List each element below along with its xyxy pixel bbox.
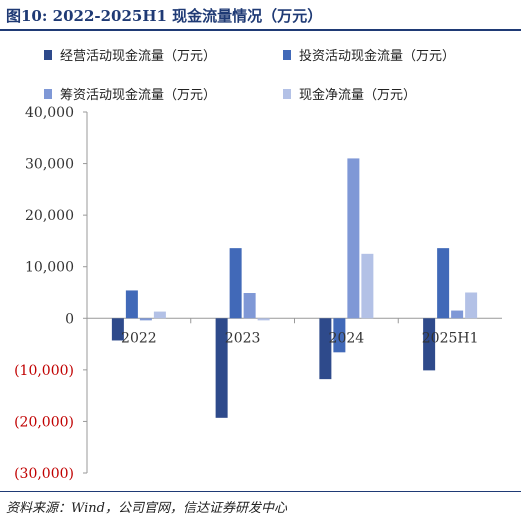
x-tick-label: 2023 bbox=[225, 330, 261, 346]
y-tick-label: (30,000) bbox=[14, 466, 74, 482]
x-tick-label: 2025H1 bbox=[422, 330, 479, 346]
x-axis-labels: 2022 2023 2024 2025H1 bbox=[121, 330, 478, 346]
bar bbox=[111, 318, 124, 341]
legend-label: 现金净流量（万元） bbox=[299, 87, 416, 103]
axes: 40,000 30,000 20,000 10,000 0 (10,000) (20,000… bbox=[14, 105, 502, 482]
legend-label: 经营活动现金流量（万元） bbox=[60, 48, 216, 64]
y-tick-label: 20,000 bbox=[25, 208, 74, 224]
bar bbox=[257, 318, 270, 321]
legend-label: 筹资活动现金流量（万元） bbox=[60, 87, 216, 103]
y-tick-label: 30,000 bbox=[25, 157, 74, 173]
footer-divider bbox=[0, 491, 521, 492]
y-tick-label: (10,000) bbox=[14, 363, 74, 379]
x-tick-label: 2022 bbox=[121, 330, 157, 346]
bar bbox=[229, 248, 242, 319]
bar bbox=[465, 292, 478, 319]
legend-swatch bbox=[44, 50, 52, 60]
bar bbox=[451, 310, 464, 319]
bar bbox=[125, 290, 138, 319]
y-tick-label: 40,000 bbox=[25, 105, 74, 121]
cash-flow-chart: 经营活动现金流量（万元） 投资活动现金流量（万元） 筹资活动现金流量（万元） 现金净流… bbox=[14, 48, 502, 482]
bar bbox=[361, 253, 374, 319]
bar bbox=[437, 248, 450, 319]
bar bbox=[423, 318, 436, 371]
bar bbox=[243, 293, 256, 319]
bar bbox=[333, 318, 346, 353]
legend-label: 投资活动现金流量（万元） bbox=[299, 48, 455, 64]
legend-swatch bbox=[283, 89, 291, 99]
title-divider bbox=[0, 29, 521, 31]
bar bbox=[215, 318, 228, 418]
source-note: 资料来源：Wind，公司官网，信达证券研发中心 bbox=[6, 501, 287, 516]
bars bbox=[111, 158, 478, 418]
y-tick-label: 10,000 bbox=[25, 260, 74, 276]
x-tick-label: 2024 bbox=[329, 330, 365, 346]
bar bbox=[139, 318, 152, 321]
legend-swatch bbox=[44, 89, 52, 99]
title-bar: 图10: 2022-2025H1 现金流量情况（万元） bbox=[0, 0, 521, 32]
legend-swatch bbox=[283, 50, 291, 60]
y-tick-label: 0 bbox=[65, 311, 74, 327]
legend: 经营活动现金流量（万元） 投资活动现金流量（万元） 筹资活动现金流量（万元） 现金净流… bbox=[44, 48, 455, 103]
bar bbox=[319, 318, 332, 380]
chart-title: 图10: 2022-2025H1 现金流量情况（万元） bbox=[6, 7, 323, 25]
bar bbox=[347, 158, 360, 319]
y-tick-label: (20,000) bbox=[14, 414, 74, 430]
bar bbox=[153, 311, 166, 319]
